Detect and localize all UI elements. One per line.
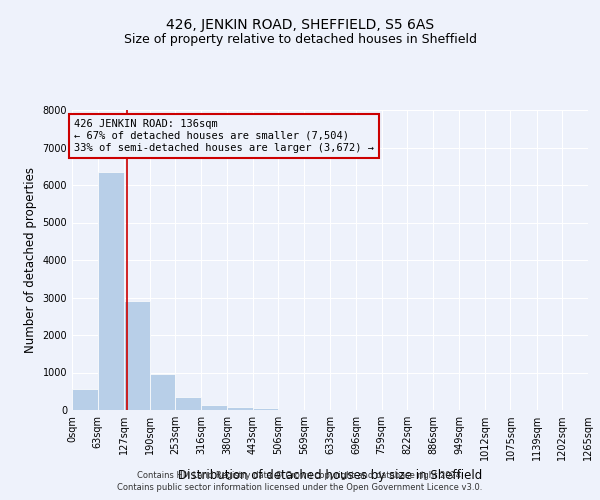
Y-axis label: Number of detached properties: Number of detached properties xyxy=(24,167,37,353)
Bar xyxy=(175,396,201,410)
Text: Contains HM Land Registry data © Crown copyright and database right 2024.
Contai: Contains HM Land Registry data © Crown c… xyxy=(118,471,482,492)
Bar xyxy=(227,407,253,410)
Bar xyxy=(201,404,227,410)
Bar xyxy=(98,172,124,410)
Bar xyxy=(149,374,175,410)
Text: 426, JENKIN ROAD, SHEFFIELD, S5 6AS: 426, JENKIN ROAD, SHEFFIELD, S5 6AS xyxy=(166,18,434,32)
Bar xyxy=(124,300,149,410)
Text: 426 JENKIN ROAD: 136sqm
← 67% of detached houses are smaller (7,504)
33% of semi: 426 JENKIN ROAD: 136sqm ← 67% of detache… xyxy=(74,120,374,152)
X-axis label: Distribution of detached houses by size in Sheffield: Distribution of detached houses by size … xyxy=(178,468,482,481)
Bar xyxy=(72,388,98,410)
Bar xyxy=(253,408,278,410)
Text: Size of property relative to detached houses in Sheffield: Size of property relative to detached ho… xyxy=(124,32,476,46)
